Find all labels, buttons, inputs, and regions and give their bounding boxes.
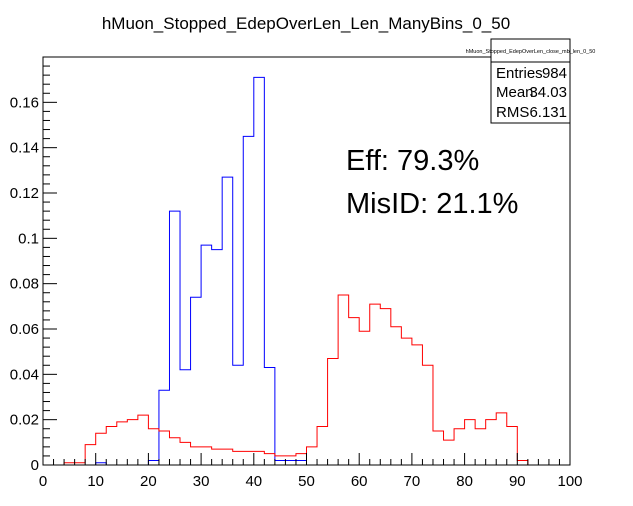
stats-rms-value: 6.131: [529, 104, 567, 121]
series-0-outline: [43, 76, 570, 466]
x-tick-label: 100: [557, 473, 582, 490]
x-tick-label: 90: [509, 473, 526, 490]
x-tick-label: 10: [87, 473, 104, 490]
efficiency-annotation: Eff: 79.3%: [346, 145, 479, 177]
misid-annotation: MisID: 21.1%: [346, 188, 518, 220]
stats-mean-value: 34.03: [529, 84, 567, 101]
x-tick-label: 0: [39, 473, 47, 490]
y-tick-label: 0.04: [10, 366, 39, 383]
stats-entries-value: 984: [542, 65, 567, 82]
y-tick-label: 0.14: [10, 140, 39, 157]
series-0: [43, 76, 570, 466]
y-tick-label: 0: [31, 457, 39, 474]
y-tick-label: 0.02: [10, 412, 39, 429]
series-layer: [43, 76, 570, 466]
stats-box-title: hMuon_Stopped_EdepOverLen_close_mb_len_0…: [466, 49, 596, 55]
stats-mean-label: Mean: [496, 84, 534, 101]
y-tick-label: 0.08: [10, 276, 39, 293]
x-tick-label: 80: [456, 473, 473, 490]
y-tick-label: 0.12: [10, 185, 39, 202]
stats-box: hMuon_Stopped_EdepOverLen_close_mb_len_0…: [466, 38, 596, 124]
x-tick-label: 70: [404, 473, 421, 490]
y-tick-label: 0.1: [18, 230, 39, 247]
y-tick-label: 0.16: [10, 94, 39, 111]
series-1-outline: [43, 294, 570, 466]
x-tick-label: 40: [245, 473, 262, 490]
x-tick-label: 20: [140, 473, 157, 490]
stats-rms-label: RMS: [496, 104, 529, 121]
y-tick-label: 0.06: [10, 321, 39, 338]
stats-box-frame: [490, 38, 571, 124]
x-tick-label: 50: [298, 473, 315, 490]
x-tick-label: 30: [193, 473, 210, 490]
chart-title: hMuon_Stopped_EdepOverLen_Len_ManyBins_0…: [102, 14, 510, 33]
series-1: [43, 294, 570, 466]
stats-entries-label: Entries: [496, 65, 543, 82]
axis-layer: 0 10 20 30 40 50 60 70 80 90 100 0 0.02 0.04 0.06 0.08 0…: [10, 65, 583, 490]
x-tick-label: 60: [351, 473, 368, 490]
